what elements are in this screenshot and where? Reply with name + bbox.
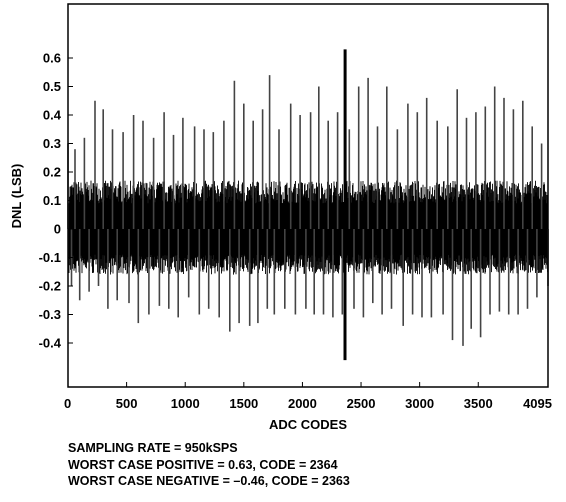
y-tick-label: -0.1 [39,250,61,265]
x-tick-label: 1000 [171,396,200,411]
x-tick-label: 2000 [288,396,317,411]
dnl-chart: -0.4 -0.3 -0.2 -0.1 0 0.1 0.2 0.3 0.4 0.5 0.6 0 500… [9,3,552,432]
plot-frame [67,3,549,388]
x-tick-label: 2500 [347,396,376,411]
y-tick-label: -0.3 [39,307,61,322]
x-tick-label: 500 [116,396,138,411]
worst-negative-note: WORST CASE NEGATIVE = –0.46, CODE = 2363 [68,474,350,488]
y-tick-label: 0.5 [43,79,61,94]
x-tick-label: 3000 [405,396,434,411]
x-tick-label: 1500 [229,396,258,411]
y-axis-title: DNL (LSB) [9,164,24,229]
y-tick-label: -0.4 [39,336,62,351]
x-axis-ticks: 0 500 1000 1500 2000 2500 3000 3500 4095 [64,382,552,411]
y-tick-label: 0.2 [43,165,61,180]
x-tick-label: 3500 [464,396,493,411]
y-tick-label: 0.3 [43,136,61,151]
sampling-rate-note: SAMPLING RATE = 950kSPS [68,441,238,455]
y-tick-label: 0.1 [43,193,61,208]
chart-notes: SAMPLING RATE = 950kSPS WORST CASE POSIT… [68,440,350,490]
y-tick-label: 0.6 [43,51,61,66]
y-tick-label: 0 [54,222,61,237]
x-tick-label: 4095 [523,396,552,411]
y-tick-label: 0.4 [43,108,62,123]
x-axis-title: ADC CODES [269,417,347,432]
y-tick-label: -0.2 [39,279,61,294]
x-tick-label: 0 [64,396,71,411]
y-axis-ticks: -0.4 -0.3 -0.2 -0.1 0 0.1 0.2 0.3 0.4 0.5 0.6 [39,51,73,351]
plot-data-area [67,49,549,361]
worst-positive-note: WORST CASE POSITIVE = 0.63, CODE = 2364 [68,457,338,472]
